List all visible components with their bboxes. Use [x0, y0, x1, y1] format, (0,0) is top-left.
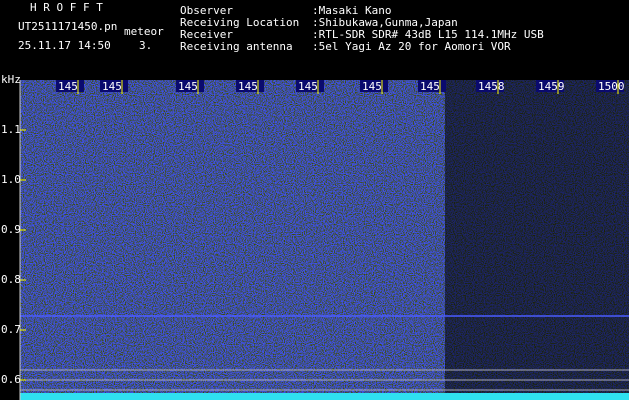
y-tick-label: 0.6 — [1, 373, 21, 386]
field-value: :Shibukawa,Gunma,Japan — [312, 16, 458, 29]
y-tick-label: 0.9 — [1, 223, 21, 236]
x-label-bg — [476, 80, 504, 92]
mode: meteor — [124, 25, 164, 38]
x-tick-label: 145 — [238, 80, 258, 93]
y-tick-label: 1.1 — [1, 123, 21, 136]
field-value: :RTL-SDR SDR# 43dB L15 114.1MHz USB — [312, 28, 544, 41]
x-label-bg — [100, 80, 128, 92]
file-name: UT2511171450.pn — [18, 20, 117, 33]
field-value: :5el Yagi Az 20 for Aomori VOR — [312, 40, 511, 53]
datetime: 25.11.17 14:50 — [18, 39, 111, 52]
x-tick-label: 145 — [178, 80, 198, 93]
field-label: Receiving antenna — [180, 40, 293, 53]
x-label-bg — [176, 80, 204, 92]
field-label: Receiver — [180, 28, 233, 41]
x-label-bg — [536, 80, 564, 92]
x-tick-label: 1500 — [598, 80, 625, 93]
x-tick-label: 145 — [362, 80, 382, 93]
x-tick-label: 1458 — [478, 80, 505, 93]
level-strip — [20, 393, 629, 400]
x-tick-label: 145 — [420, 80, 440, 93]
app-title: H R O F F T — [30, 1, 103, 14]
count: 3. — [139, 39, 152, 52]
y-tick-label: 1.0 — [1, 173, 21, 186]
x-tick-label: 145 — [298, 80, 318, 93]
field-label: Receiving Location — [180, 16, 299, 29]
x-label-bg — [418, 80, 446, 92]
x-label-bg — [56, 80, 84, 92]
field-label: Observer — [180, 4, 233, 17]
x-label-bg — [360, 80, 388, 92]
x-label-bg — [296, 80, 324, 92]
field-value: :Masaki Kano — [312, 4, 391, 17]
spectrogram-dark — [445, 80, 629, 395]
y-tick-label: 0.7 — [1, 323, 21, 336]
x-tick-label: 145 — [102, 80, 122, 93]
x-tick-label: 1459 — [538, 80, 565, 93]
y-tick-label: 0.8 — [1, 273, 21, 286]
x-label-bg — [236, 80, 264, 92]
y-unit: kHz — [1, 73, 21, 86]
x-tick-label: 145 — [58, 80, 78, 93]
x-label-bg — [596, 80, 624, 92]
